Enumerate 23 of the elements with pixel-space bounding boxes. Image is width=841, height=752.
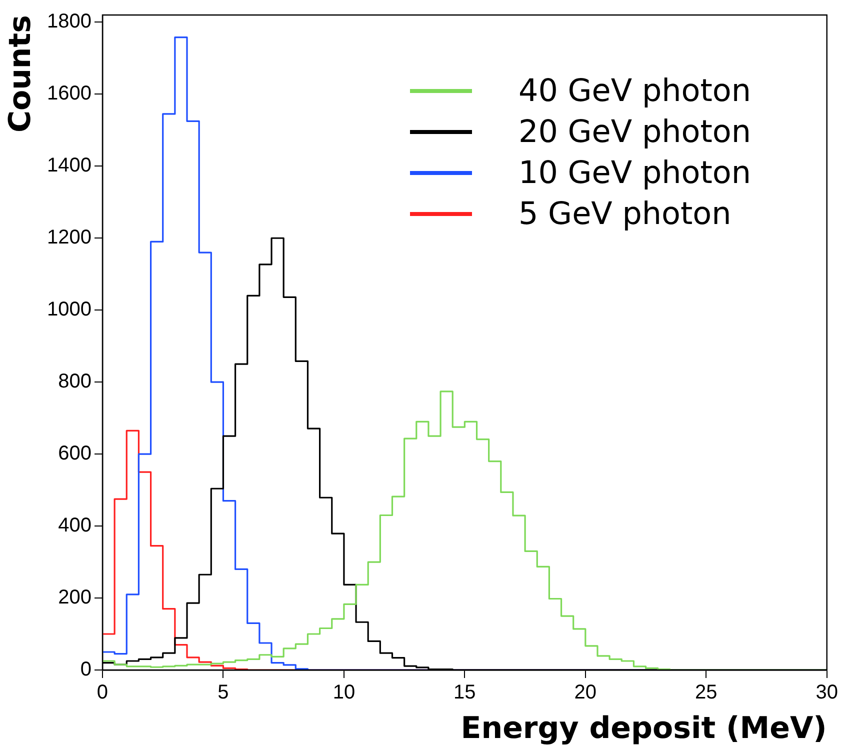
- legend-label: 10 GeV photon: [518, 154, 751, 190]
- x-tick-label: 5: [218, 682, 229, 704]
- x-tick-label: 25: [695, 682, 718, 704]
- legend-label: 40 GeV photon: [518, 72, 751, 108]
- x-tick-label: 30: [816, 682, 838, 704]
- y-tick-label: 0: [80, 658, 92, 681]
- x-tick-label: 20: [574, 682, 597, 704]
- x-tick-label: 15: [454, 682, 476, 704]
- x-tick-label: 10: [332, 682, 356, 704]
- y-tick-label: 1000: [46, 298, 92, 321]
- y-tick-label: 600: [58, 442, 92, 465]
- y-tick-label: 1600: [46, 82, 92, 105]
- y-tick-label: 1400: [46, 154, 92, 177]
- y-tick-label: 800: [58, 370, 92, 393]
- legend-label: 20 GeV photon: [518, 114, 751, 150]
- y-tick-label: 1800: [46, 10, 92, 33]
- y-tick-label: 1200: [46, 226, 92, 249]
- x-axis-title: Energy deposit (MeV): [460, 710, 827, 746]
- y-tick-label: 400: [58, 514, 92, 537]
- y-axis-title: Counts: [2, 15, 38, 133]
- legend-label: 5 GeV photon: [518, 196, 732, 232]
- y-tick-label: 200: [58, 586, 92, 609]
- x-tick-label: 0: [96, 682, 108, 704]
